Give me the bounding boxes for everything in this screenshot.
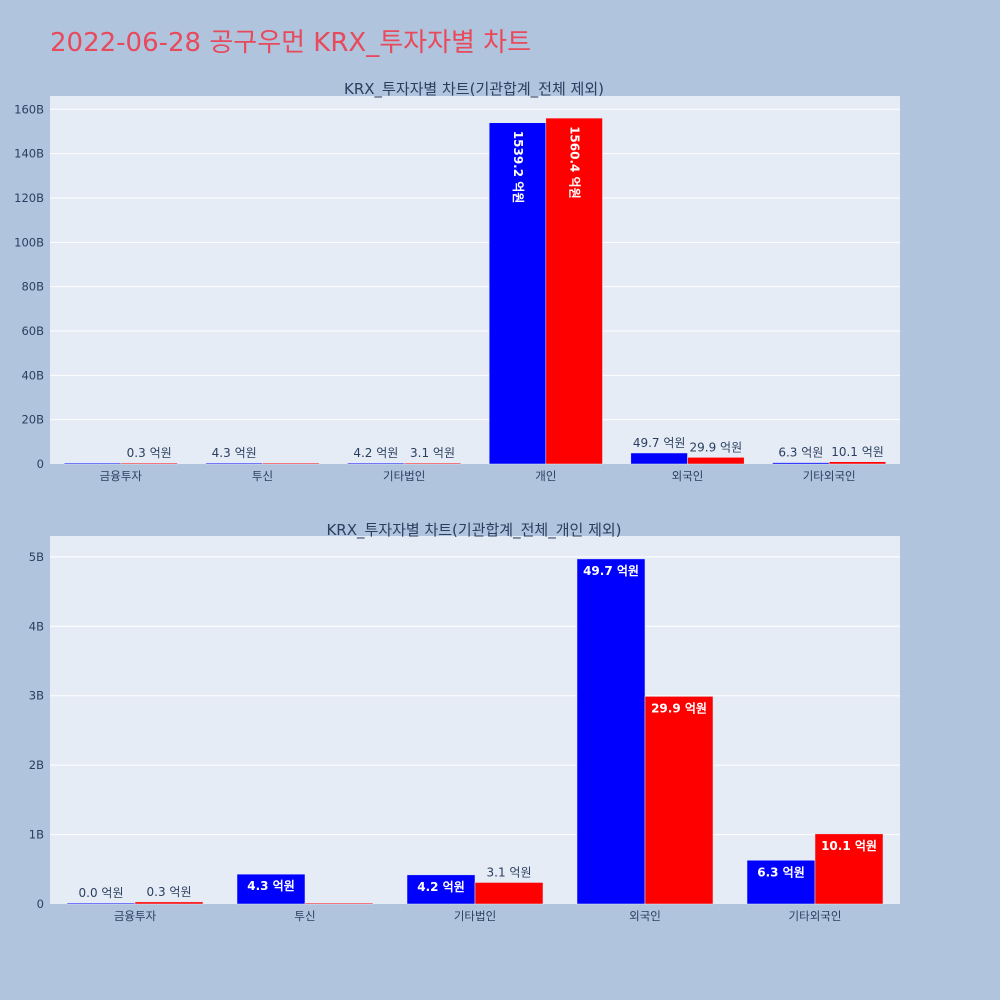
y-tick-label: 160B xyxy=(14,102,44,116)
y-tick-label: 40B xyxy=(21,368,44,382)
x-tick-label: 투신 xyxy=(294,909,315,923)
y-tick-label: 80B xyxy=(21,280,44,294)
y-tick-label: 4B xyxy=(29,619,44,633)
page-title: 2022-06-28 공구우먼 KRX_투자자별 차트 xyxy=(50,28,532,58)
x-tick-label: 기타법인 xyxy=(454,909,496,923)
plot-area xyxy=(50,536,900,904)
data-label: 4.3 억원 xyxy=(212,446,257,460)
data-label: 4.2 억원 xyxy=(417,880,465,894)
bar xyxy=(814,833,884,905)
bar xyxy=(262,462,320,465)
data-label: 0.0 억원 xyxy=(79,886,124,900)
data-label: 4.2 억원 xyxy=(353,446,398,460)
bar xyxy=(488,122,547,465)
x-tick-label: 기타외국인 xyxy=(803,469,856,483)
data-label: 0.3 억원 xyxy=(147,885,192,899)
data-label: 29.9 억원 xyxy=(651,701,707,715)
data-label: 10.1 억원 xyxy=(821,839,877,853)
data-label: 49.7 억원 xyxy=(633,436,686,450)
y-tick-label: 120B xyxy=(14,191,44,205)
data-label: 10.1 억원 xyxy=(831,445,884,459)
bar xyxy=(772,462,830,465)
chart-title: KRX_투자자별 차트(기관합계_전체_개인 제외) xyxy=(326,521,621,540)
y-tick-label: 3B xyxy=(29,689,44,703)
y-tick-label: 5B xyxy=(29,550,44,564)
data-label: 6.3 억원 xyxy=(778,446,823,460)
bar xyxy=(66,902,136,905)
y-tick-label: 20B xyxy=(21,413,44,427)
data-label: 29.9 억원 xyxy=(690,440,743,454)
bar xyxy=(474,882,544,905)
x-tick-label: 개인 xyxy=(535,469,556,483)
bar xyxy=(406,874,476,905)
bar xyxy=(687,457,745,465)
data-label: 1560.4 억원 xyxy=(568,126,582,199)
bar xyxy=(236,873,306,905)
y-tick-label: 0 xyxy=(37,457,44,471)
x-tick-label: 금융투자 xyxy=(114,909,157,923)
y-tick-label: 2B xyxy=(29,758,44,772)
x-tick-label: 외국인 xyxy=(629,909,661,923)
bar xyxy=(134,901,204,905)
bar xyxy=(120,462,178,465)
x-tick-label: 금융투자 xyxy=(100,469,143,483)
bar xyxy=(644,696,714,905)
chart-title: KRX_투자자별 차트(기관합계_전체 제외) xyxy=(344,80,604,99)
bar xyxy=(545,117,603,465)
bar xyxy=(347,462,405,465)
data-label: 1539.2 억원 xyxy=(511,131,525,204)
data-label: 4.3 억원 xyxy=(247,879,295,893)
data-label: 3.1 억원 xyxy=(410,446,455,460)
bar xyxy=(403,462,462,465)
investor-chart-excl-individual: 0 1B 2B 3B 4B 5B 금융투자 투신 기타법인 외국인 기타외국인 0.0 억원 4.3 억… xyxy=(29,521,900,923)
y-tick-label: 100B xyxy=(14,235,44,249)
x-tick-label: 기타외국인 xyxy=(789,909,842,923)
investor-chart-total: 0 20B 40B 60B 80B 100B 120B 140B 160B 금융투자 투신 기타법인 개… xyxy=(14,80,900,483)
x-tick-label: 외국인 xyxy=(672,469,704,483)
data-label: 49.7 억원 xyxy=(583,564,639,578)
bar xyxy=(828,461,887,465)
data-label: 0.3 억원 xyxy=(127,446,172,460)
x-tick-label: 투신 xyxy=(252,469,273,483)
y-tick-label: 140B xyxy=(14,147,44,161)
data-label: 3.1 억원 xyxy=(487,865,532,879)
bar xyxy=(630,452,688,465)
y-tick-label: 60B xyxy=(21,324,44,338)
x-tick-label: 기타법인 xyxy=(383,469,425,483)
plot-area xyxy=(50,96,900,464)
bar xyxy=(304,902,374,905)
bar xyxy=(746,860,816,905)
bar xyxy=(63,462,122,465)
bar xyxy=(576,558,646,905)
bar xyxy=(205,462,263,465)
data-label: 6.3 억원 xyxy=(757,865,805,879)
y-tick-label: 1B xyxy=(29,828,44,842)
y-tick-label: 0 xyxy=(37,897,44,911)
